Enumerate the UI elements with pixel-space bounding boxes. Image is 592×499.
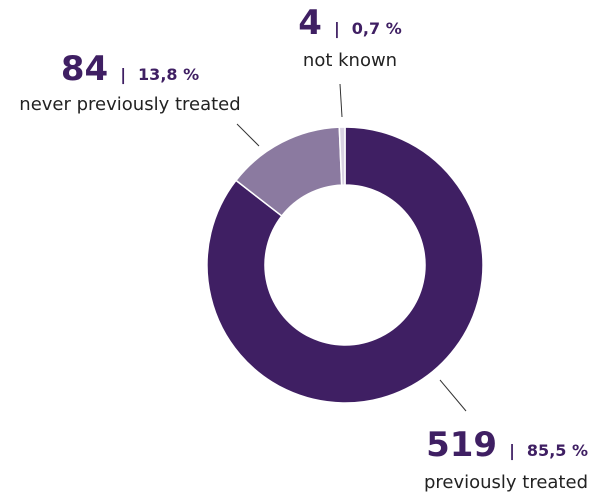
count: 84 <box>61 49 108 89</box>
leader-line <box>439 379 467 412</box>
separator: | <box>120 65 126 85</box>
category-label: not known <box>303 50 397 71</box>
value-label: 84 | 13,8 % <box>61 49 199 89</box>
percentage: 85,5 % <box>527 441 588 460</box>
percentage: 0,7 % <box>352 19 402 38</box>
percentage: 13,8 % <box>138 65 199 84</box>
value-label: 519 | 85,5 % <box>426 425 588 465</box>
value-label: 4 | 0,7 % <box>298 3 401 43</box>
category-label: previously treated <box>424 472 588 493</box>
donut-slice <box>206 126 484 404</box>
count: 4 <box>298 3 322 43</box>
count: 519 <box>426 425 497 465</box>
donut-slice <box>338 126 346 186</box>
leader-line <box>339 83 343 118</box>
separator: | <box>334 19 340 39</box>
leader-line <box>236 123 260 147</box>
separator: | <box>509 441 515 461</box>
category-label: never previously treated <box>19 94 240 115</box>
